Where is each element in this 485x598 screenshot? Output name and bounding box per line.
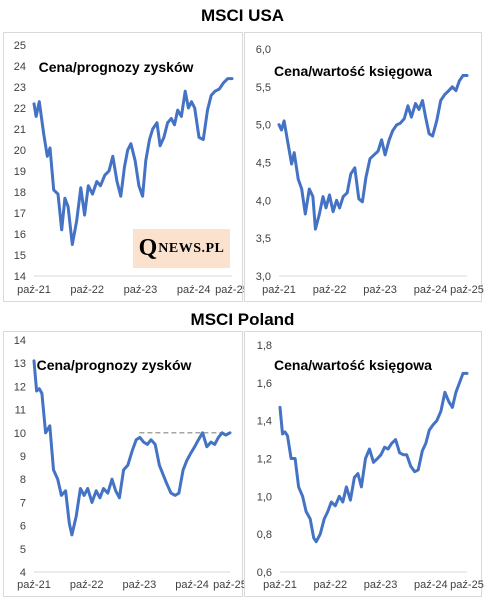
- y-tick-label: 17: [14, 208, 26, 220]
- x-tick-label: paź-23: [123, 579, 157, 591]
- y-tick-label: 0,8: [257, 529, 272, 541]
- y-tick-label: 14: [14, 335, 26, 347]
- chart-usa-pb: 3,0 3,5 4,0 4,5 5,0 5,5 6,0 paź-21 paź-22 paź-23 p…: [244, 32, 484, 302]
- y-tick-label: 1,8: [257, 340, 272, 352]
- y-tick-label: 4: [20, 567, 26, 579]
- y-tick-label: 23: [14, 82, 26, 94]
- x-tick-label: paź-24: [414, 579, 448, 591]
- chart-title: Cena/wartość księgowa: [274, 357, 432, 373]
- chart-title: Cena/prognozy zysków: [37, 357, 192, 373]
- chart-title: Cena/prognozy zysków: [39, 59, 194, 75]
- y-tick-label: 15: [14, 250, 26, 262]
- x-tick-label: paź-21: [263, 579, 297, 591]
- chart-usa-pb-svg: 3,0 3,5 4,0 4,5 5,0 5,5 6,0 paź-21 paź-22 paź-23 p…: [256, 44, 484, 296]
- x-tick-label: paź-24: [175, 579, 209, 591]
- chart-title: Cena/wartość księgowa: [274, 63, 432, 79]
- chart-usa-pe-svg: 14 15 16 17 18 19 20 21 22 23 24 25 paź-21 paź-22 paź-…: [14, 40, 249, 296]
- y-tick-label: 1,6: [257, 378, 272, 390]
- y-tick-label: 1,4: [257, 416, 272, 428]
- x-tick-label: paź-25: [215, 284, 249, 296]
- x-tick-label: paź-25: [450, 579, 484, 591]
- series-line: [32, 359, 232, 537]
- x-tick-label: paź-23: [364, 579, 398, 591]
- y-tick-label: 0,6: [257, 567, 272, 579]
- y-tick-label: 12: [14, 381, 26, 393]
- x-tick-label: paź-25: [450, 284, 484, 296]
- y-tick-label: 5,0: [256, 120, 271, 132]
- y-tick-label: 4,0: [256, 195, 271, 207]
- qnews-logo: Q NEWS.PL: [133, 229, 230, 268]
- y-tick-label: 11: [15, 405, 26, 417]
- series-line: [278, 371, 469, 544]
- x-tick-label: paź-22: [313, 284, 347, 296]
- y-tick-label: 5: [20, 544, 26, 556]
- y-tick-label: 1,0: [257, 491, 272, 503]
- x-tick-label: paź-25: [213, 579, 247, 591]
- y-tick-label: 14: [14, 271, 26, 283]
- x-tick-label: paź-22: [70, 579, 104, 591]
- y-tick-label: 22: [14, 103, 26, 115]
- y-tick-label: 18: [14, 187, 26, 199]
- x-tick-label: paź-21: [17, 284, 51, 296]
- y-tick-label: 25: [14, 40, 26, 52]
- x-tick-label: paź-22: [313, 579, 347, 591]
- x-tick-label: paź-24: [177, 284, 211, 296]
- x-tick-label: paź-21: [262, 284, 296, 296]
- y-tick-label: 3,0: [256, 271, 271, 283]
- y-tick-label: 21: [14, 124, 26, 136]
- chart-poland-pe: 4 5 6 7 8 9 10 11 12 13 14 paź-21 paź-22 paź-23 paź-24…: [3, 331, 247, 597]
- y-tick-label: 13: [14, 358, 26, 370]
- y-tick-label: 3,5: [256, 233, 271, 245]
- y-tick-label: 6,0: [256, 44, 271, 56]
- logo-initial: Q: [138, 235, 158, 261]
- header-msci-usa: MSCI USA: [200, 6, 285, 25]
- y-tick-label: 8: [20, 474, 26, 486]
- y-tick-label: 16: [14, 229, 26, 241]
- x-tick-label: paź-21: [17, 579, 51, 591]
- y-tick-label: 10: [14, 428, 26, 440]
- x-tick-label: paź-22: [70, 284, 104, 296]
- y-tick-label: 24: [14, 61, 26, 73]
- chart-usa-pe: 14 15 16 17 18 19 20 21 22 23 24 25 paź-21 paź-22 paź-…: [3, 32, 249, 302]
- y-tick-label: 1,2: [257, 454, 272, 466]
- series-line: [277, 74, 469, 231]
- chart-poland-pb: 0,6 0,8 1,0 1,2 1,4 1,6 1,8 paź-21 paź-22 paź-23 p…: [244, 331, 484, 597]
- logo-text: NEWS.PL: [158, 240, 225, 256]
- y-tick-label: 7: [20, 497, 26, 509]
- x-tick-label: paź-23: [363, 284, 397, 296]
- header-msci-poland: MSCI Poland: [190, 310, 295, 329]
- series-line: [32, 77, 234, 246]
- y-tick-label: 20: [14, 145, 26, 157]
- x-tick-label: paź-23: [124, 284, 158, 296]
- y-tick-label: 9: [20, 451, 26, 463]
- y-tick-label: 19: [14, 166, 26, 178]
- y-tick-label: 5,5: [256, 82, 271, 94]
- x-tick-label: paź-24: [414, 284, 448, 296]
- chart-poland-pb-svg: 0,6 0,8 1,0 1,2 1,4 1,6 1,8 paź-21 paź-22 paź-23 p…: [257, 340, 484, 591]
- y-tick-label: 6: [20, 521, 26, 533]
- chart-poland-pe-svg: 4 5 6 7 8 9 10 11 12 13 14 paź-21 paź-22 paź-23 paź-24…: [14, 335, 247, 591]
- y-tick-label: 4,5: [256, 158, 271, 170]
